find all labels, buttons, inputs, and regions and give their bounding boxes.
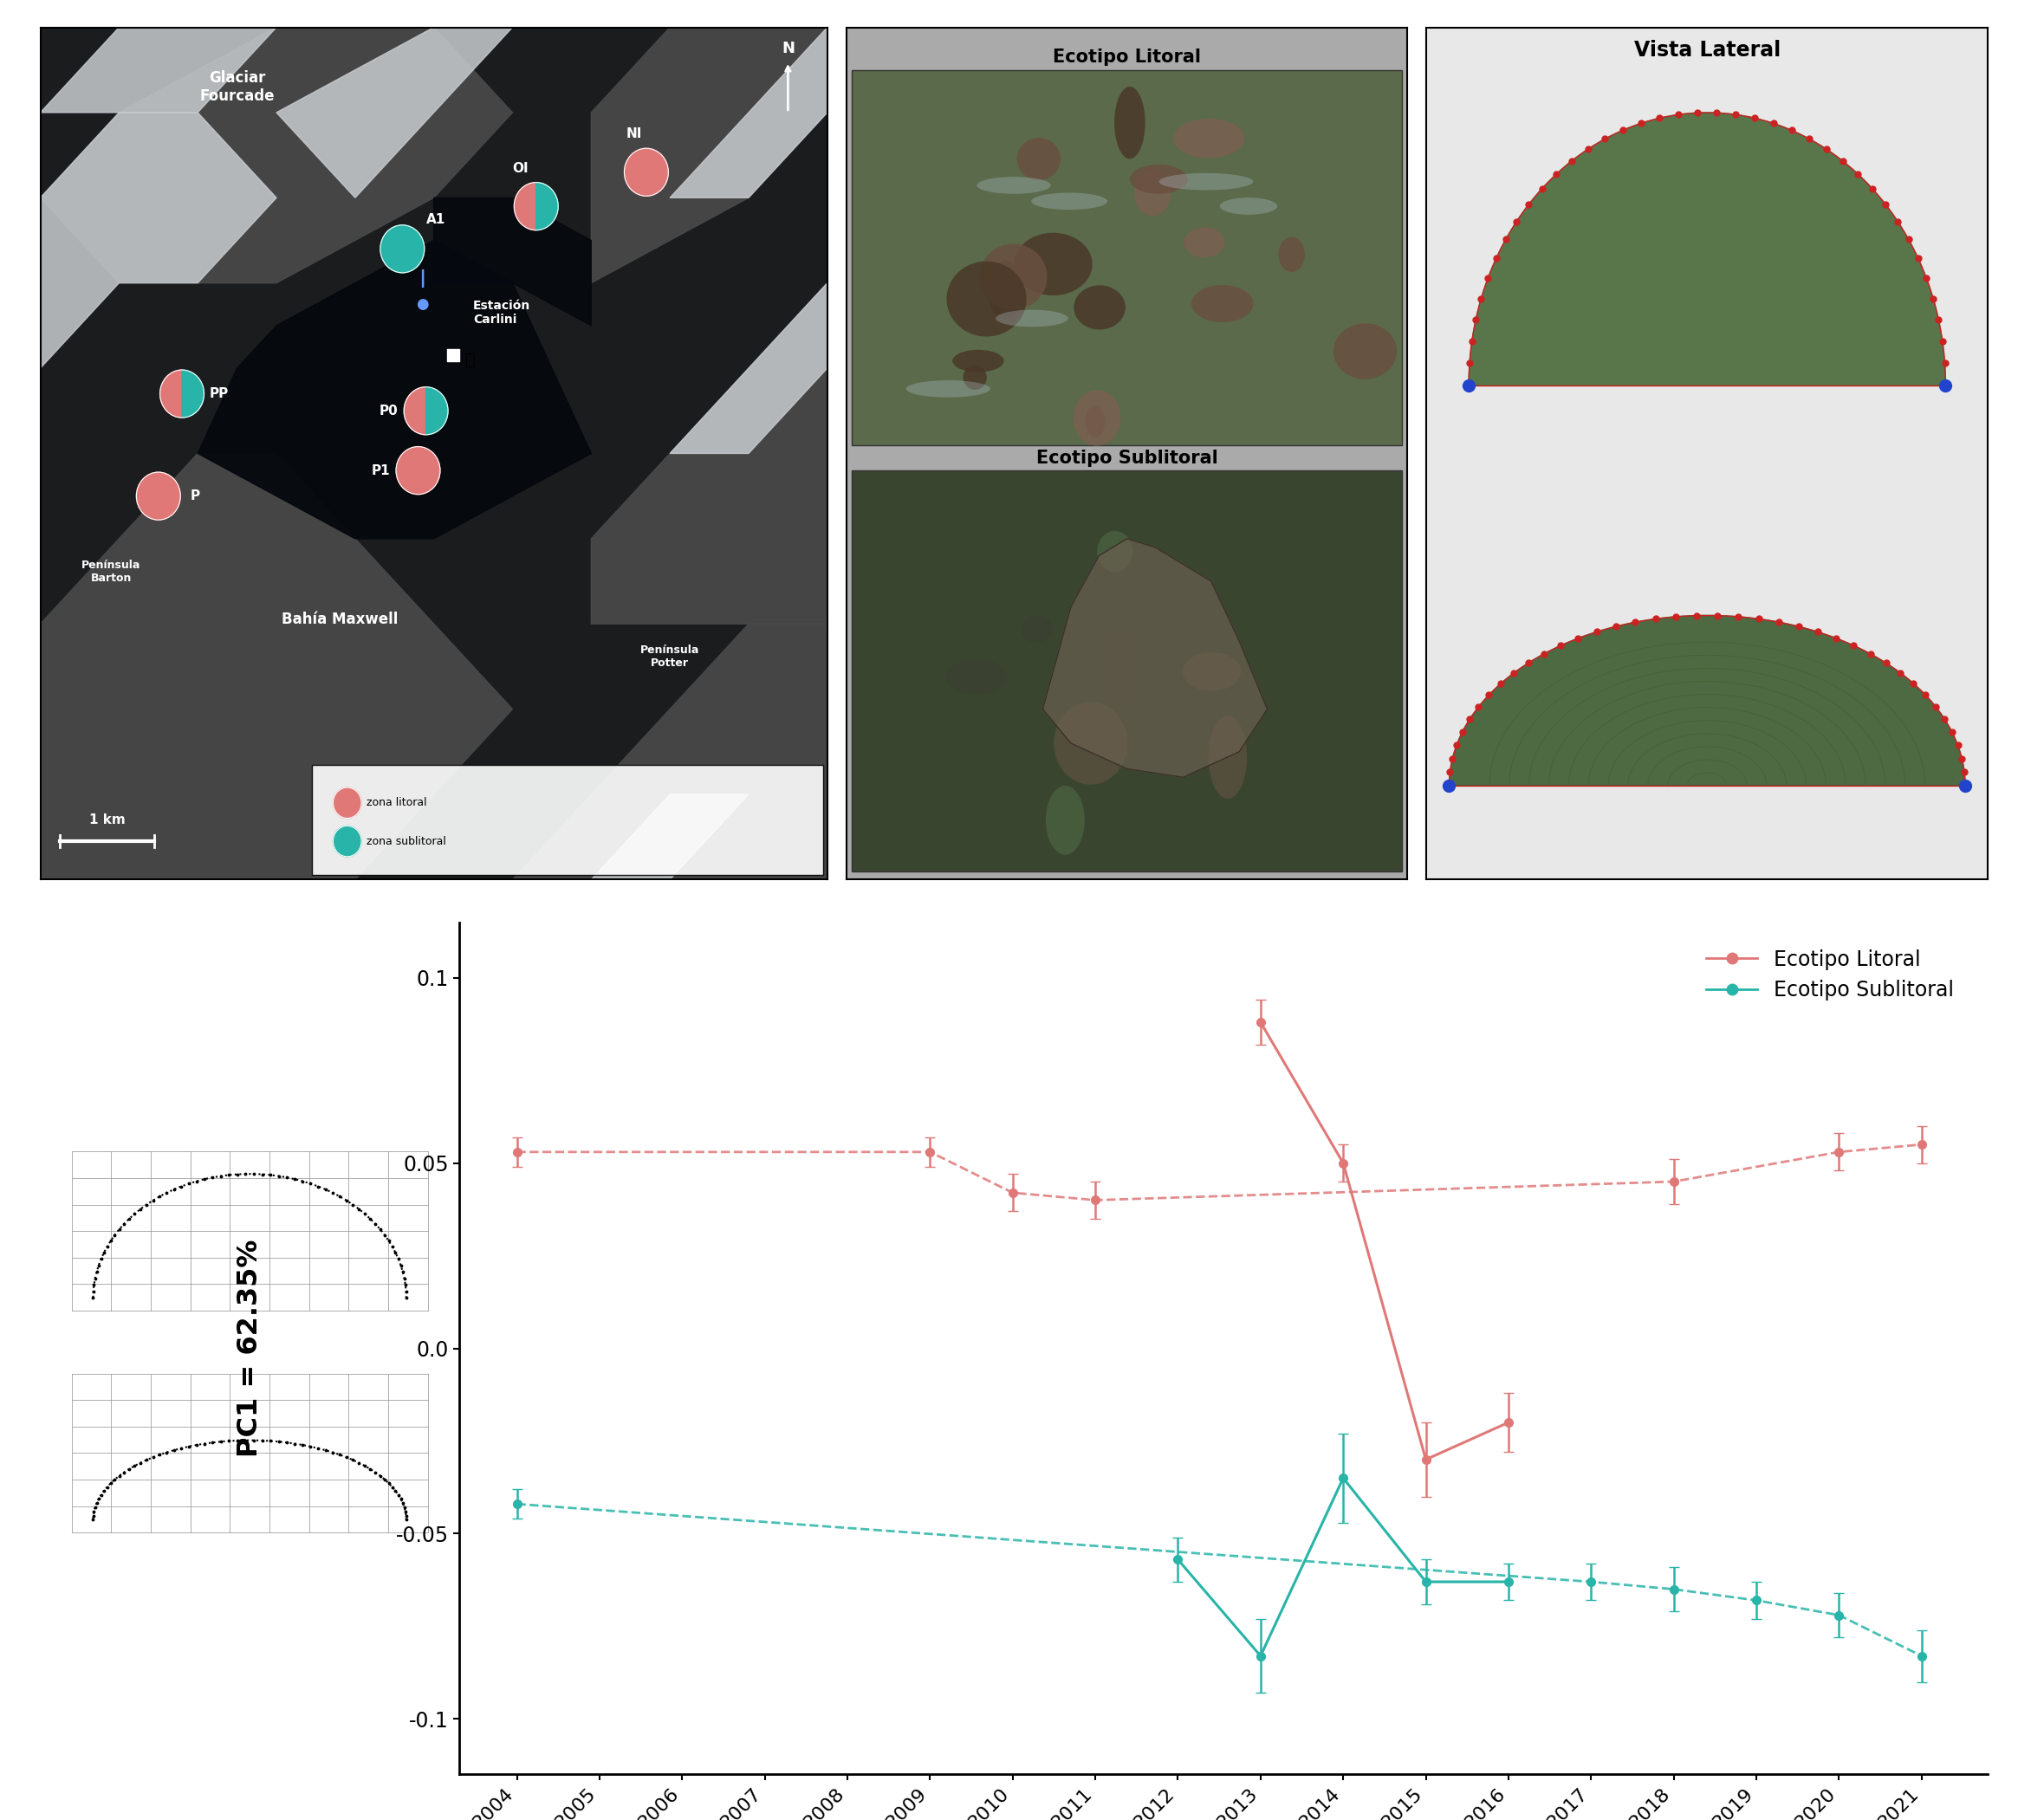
Circle shape	[396, 446, 440, 495]
Circle shape	[333, 826, 361, 857]
Ellipse shape	[1053, 703, 1128, 784]
Text: P: P	[190, 490, 200, 502]
Polygon shape	[40, 113, 276, 368]
Ellipse shape	[1334, 324, 1396, 379]
Polygon shape	[40, 27, 276, 113]
Ellipse shape	[1074, 286, 1126, 329]
Ellipse shape	[1183, 652, 1241, 692]
Ellipse shape	[1158, 173, 1253, 189]
Polygon shape	[670, 27, 827, 198]
Point	[438, 340, 470, 369]
Ellipse shape	[1279, 237, 1306, 271]
Text: Bahía Maxwell: Bahía Maxwell	[281, 612, 398, 628]
Ellipse shape	[1045, 786, 1084, 855]
Polygon shape	[513, 624, 827, 879]
Text: PP: PP	[210, 388, 228, 400]
Ellipse shape	[906, 380, 991, 397]
Text: P0: P0	[379, 404, 398, 417]
Polygon shape	[670, 282, 827, 453]
Text: Vista Lateral: Vista Lateral	[1635, 40, 1780, 60]
Polygon shape	[537, 182, 559, 229]
Text: Estación
Carlini: Estación Carlini	[472, 300, 531, 326]
Polygon shape	[426, 388, 448, 435]
Polygon shape	[591, 282, 827, 624]
Ellipse shape	[1098, 531, 1132, 571]
Ellipse shape	[987, 260, 1023, 318]
Ellipse shape	[1130, 164, 1189, 193]
Ellipse shape	[1031, 193, 1108, 209]
Text: OI: OI	[513, 162, 529, 175]
Ellipse shape	[963, 366, 987, 389]
Text: Ecotipo Sublitoral: Ecotipo Sublitoral	[1035, 450, 1217, 466]
Legend: Ecotipo Litoral, Ecotipo Sublitoral: Ecotipo Litoral, Ecotipo Sublitoral	[1697, 941, 1961, 1008]
Circle shape	[333, 788, 361, 819]
Bar	[852, 471, 1403, 872]
Ellipse shape	[979, 244, 1047, 309]
Ellipse shape	[1021, 615, 1053, 642]
Polygon shape	[159, 369, 182, 417]
Polygon shape	[591, 27, 827, 282]
Polygon shape	[276, 27, 513, 198]
Text: Península
Potter: Península Potter	[640, 644, 700, 670]
Text: NI: NI	[626, 127, 642, 140]
Ellipse shape	[1209, 715, 1247, 799]
Circle shape	[624, 147, 668, 197]
Bar	[852, 69, 1403, 444]
Text: ●: ●	[416, 297, 428, 311]
Polygon shape	[1449, 615, 1966, 786]
Text: P1: P1	[371, 464, 391, 477]
Text: A1: A1	[426, 213, 446, 226]
Text: PC1 = 62.35%: PC1 = 62.35%	[236, 1239, 262, 1458]
Ellipse shape	[1185, 228, 1225, 258]
Polygon shape	[40, 27, 513, 282]
Polygon shape	[40, 453, 513, 879]
Polygon shape	[434, 198, 591, 326]
Ellipse shape	[1074, 389, 1120, 446]
Ellipse shape	[995, 309, 1068, 328]
Text: zona sublitoral: zona sublitoral	[367, 835, 446, 846]
Circle shape	[137, 471, 180, 521]
Text: Península
Barton: Península Barton	[81, 559, 141, 584]
Ellipse shape	[946, 659, 1007, 695]
Ellipse shape	[1017, 138, 1061, 180]
Ellipse shape	[1114, 87, 1144, 158]
Ellipse shape	[977, 177, 1051, 195]
Ellipse shape	[1086, 406, 1106, 437]
Text: 🌡: 🌡	[466, 351, 476, 368]
Ellipse shape	[952, 349, 1003, 371]
Ellipse shape	[1191, 286, 1253, 322]
Polygon shape	[182, 369, 204, 417]
Text: Glaciar
Fourcade: Glaciar Fourcade	[200, 69, 274, 104]
Text: |: |	[418, 269, 426, 288]
Ellipse shape	[1219, 198, 1277, 215]
Text: zona litoral: zona litoral	[367, 797, 428, 808]
Ellipse shape	[1134, 169, 1170, 217]
Polygon shape	[1043, 539, 1267, 777]
Polygon shape	[515, 182, 537, 229]
Text: N: N	[781, 40, 795, 56]
FancyBboxPatch shape	[313, 764, 823, 875]
Text: Ecotipo Litoral: Ecotipo Litoral	[1053, 49, 1201, 66]
Ellipse shape	[1172, 118, 1245, 158]
Ellipse shape	[1102, 632, 1134, 708]
Ellipse shape	[1013, 233, 1092, 295]
Polygon shape	[404, 388, 426, 435]
Polygon shape	[198, 240, 591, 539]
Circle shape	[379, 226, 424, 273]
Polygon shape	[591, 794, 749, 879]
Ellipse shape	[946, 262, 1027, 337]
Polygon shape	[1469, 113, 1945, 386]
Text: 1 km: 1 km	[89, 814, 125, 826]
